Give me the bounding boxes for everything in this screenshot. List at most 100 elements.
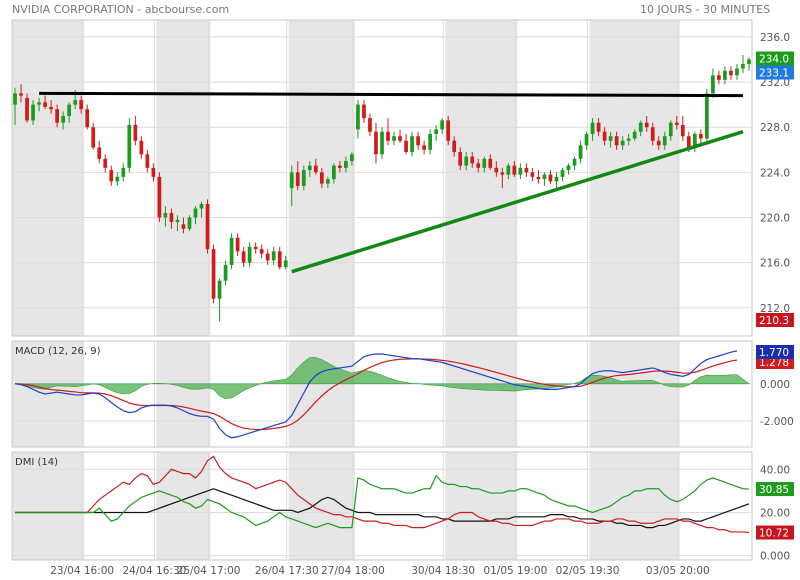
session-band [156,341,211,447]
candle-body [644,122,649,128]
panel-frame [11,340,753,448]
candle-body [440,120,445,130]
candle-body [530,172,535,177]
di-plus-badge: 30.85 [759,484,789,496]
session-band [589,20,680,336]
candle-body [476,163,481,168]
candle-body [350,154,354,162]
candle-body [229,237,234,265]
di-minus-badge: 10.72 [759,528,789,540]
candle-body [31,104,35,121]
macd-line [14,350,738,439]
price-axis-tick: 216.0 [760,258,790,270]
candle-body [289,172,294,189]
candle-body [217,280,222,299]
support-line [291,130,744,274]
x-axis-label: 23/04 16:00 [50,565,114,577]
candle-body [109,170,114,182]
dmi-axis-tick: 40.00 [760,464,790,476]
last-price-badge-bg [756,51,794,66]
candle-body [524,167,529,173]
candle-body [73,100,78,105]
candle-body [518,167,523,175]
candle-body [103,158,108,168]
candle-body [542,174,547,180]
x-axis-label: 27/04 18:00 [321,565,385,577]
candle-body [560,170,565,177]
candle-body [422,145,426,150]
candle-body [506,165,511,175]
di-plus-badge-bg [756,482,794,497]
candle-body [187,217,192,229]
candle-body [247,246,252,263]
candle-body [344,161,348,168]
chart-title: NVIDIA CORPORATION - abcbourse.com [12,3,230,16]
candle-body [548,174,553,182]
candle-body [145,154,150,168]
candle-body [602,131,607,141]
candle-body [169,212,174,223]
candle-body [717,75,721,80]
dmi-axis-tick: 0.000 [760,551,790,563]
candle-body [205,203,210,250]
x-axis-label: 02/05 19:30 [556,565,620,577]
candle-body [199,203,204,209]
macd-panel-label: MACD (12, 26, 9) [15,346,101,357]
session-band [445,452,518,560]
x-axis-label: 01/05 19:00 [483,565,547,577]
candle-body [356,104,360,130]
candle-body [121,167,126,177]
candle-body [223,264,228,281]
candle-body [584,133,589,146]
candle-body [97,147,102,159]
candle-body [446,120,451,141]
candle-body [313,165,318,173]
candle-body [235,237,240,252]
candle-body [470,156,475,164]
candle-body [741,64,745,69]
candle-body [650,127,655,141]
x-axis-label: 24/04 16:30 [122,565,186,577]
candle-body [253,246,258,250]
dmi-panel-label: DMI (14) [15,457,58,468]
macd-value-badge: 1.770 [759,347,789,359]
candle-body [698,133,703,139]
session-band [589,341,680,447]
candle-body [175,219,180,223]
low-price-badge: 210.3 [759,315,789,327]
price-axis-tick: 224.0 [760,167,790,179]
session-band [12,20,85,336]
candle-body [307,165,312,171]
candle-body [332,165,336,180]
candle-body [494,167,499,173]
candle-body [632,131,637,139]
candle-body [410,136,414,153]
candle-body [572,158,577,166]
candle-body [61,115,66,123]
dmi-axis-tick: 20.00 [760,507,790,519]
candle-body [554,176,559,182]
candle-body [127,124,132,168]
candle-body [139,140,144,155]
candle-body [392,136,396,141]
chart-period: 10 JOURS - 30 MINUTES [640,3,771,16]
macd-histogram [14,357,750,399]
price-axis-tick: 232.0 [760,77,790,89]
candle-body [259,249,264,254]
macd-axis-tick: -2.000 [760,416,794,428]
panel-frame [11,451,753,561]
candle-body [151,167,156,177]
candle-body [608,136,613,141]
macd-value-badge-bg [756,345,794,359]
candle-body [686,136,691,148]
candle-body [458,152,463,166]
candle-body [590,122,595,134]
di-plus-line [15,474,750,529]
candle-body [452,140,457,153]
candle-body [464,156,469,166]
candle-body [398,136,402,141]
candle-body [380,131,384,155]
price-axis-tick: 228.0 [760,122,790,134]
candle-body [428,133,432,150]
candle-body [656,140,661,146]
